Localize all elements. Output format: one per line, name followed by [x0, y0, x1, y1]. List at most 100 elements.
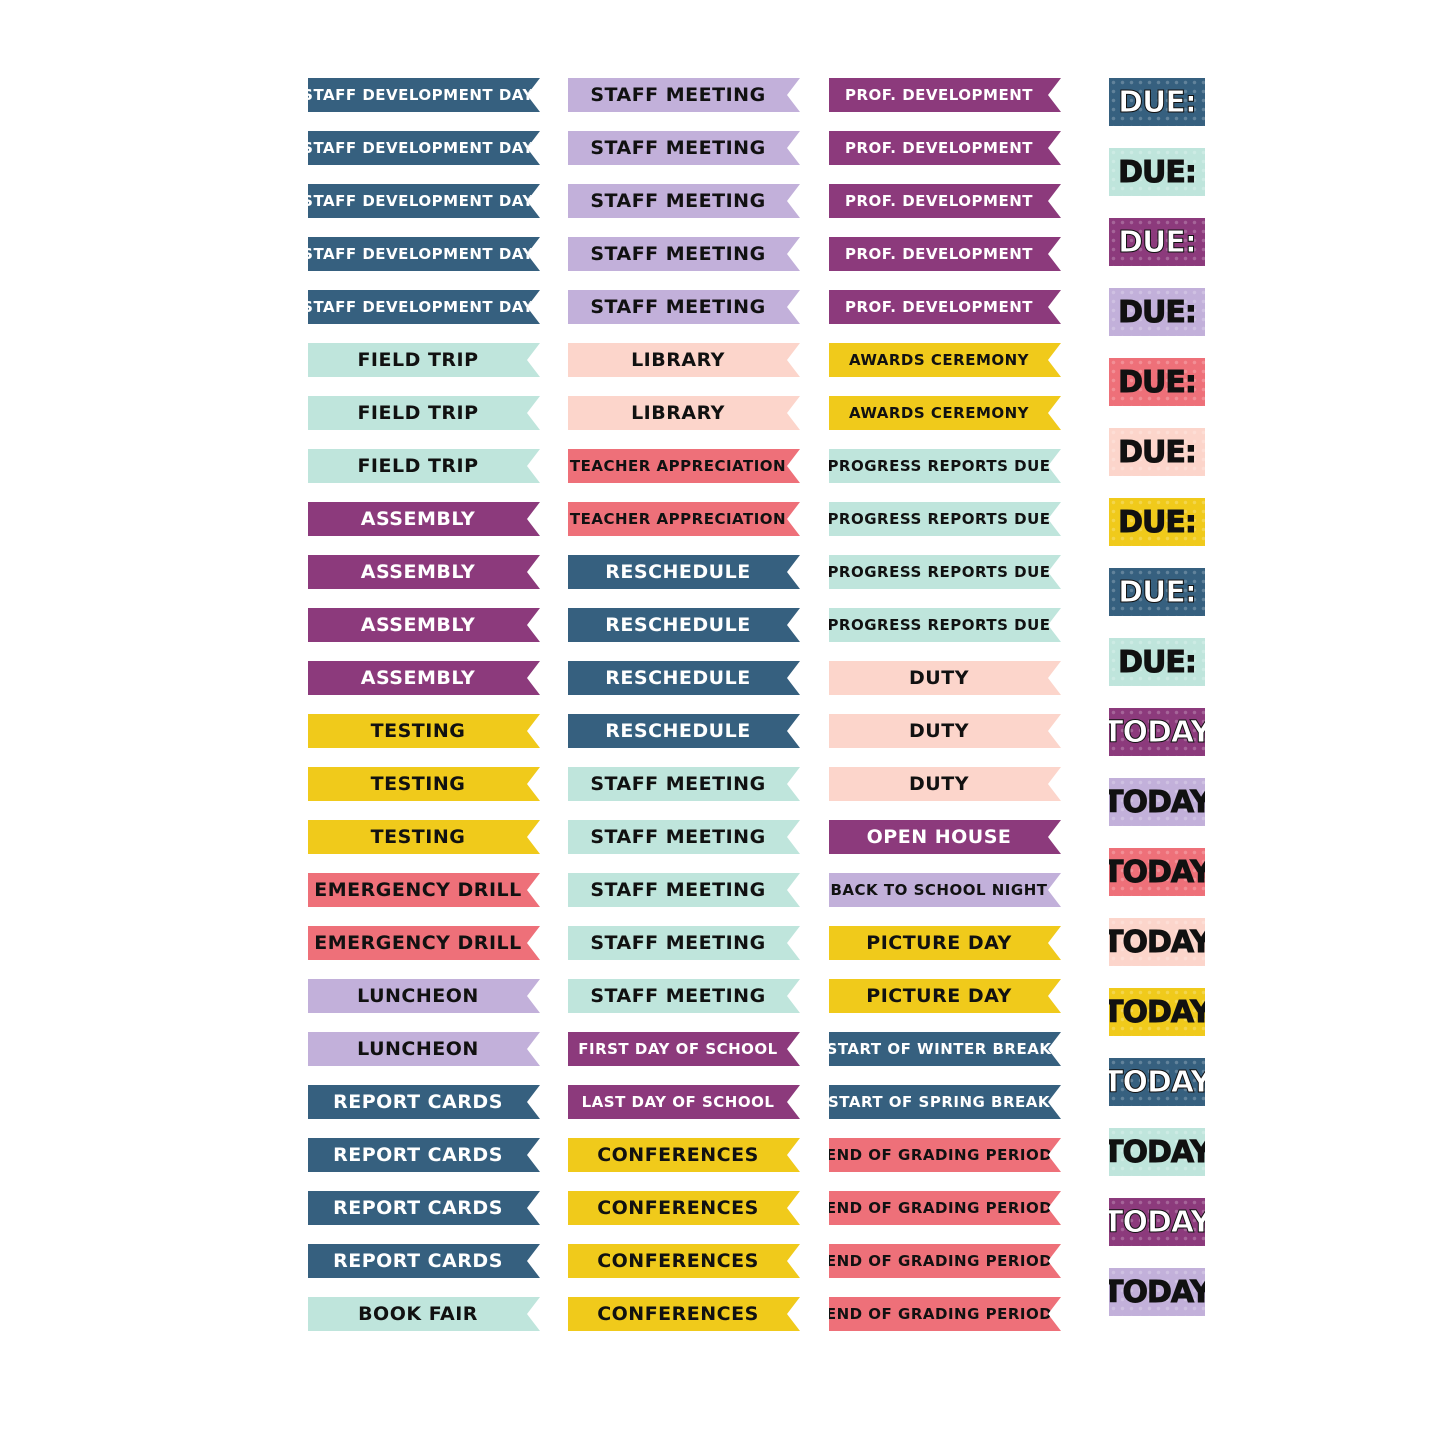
banner-label: STAFF MEETING	[590, 879, 766, 901]
banner-label: REPORT CARDS	[333, 1091, 503, 1113]
banner-label: LUNCHEON	[357, 985, 479, 1007]
banner-label: FIELD TRIP	[357, 455, 479, 477]
banner-sticker-prof-development: PROF. DEVELOPMENT	[829, 78, 1061, 112]
banner-label: RESCHEDULE	[605, 667, 751, 689]
tag-sticker-due: DUE:	[1109, 148, 1205, 196]
banner-sticker-field-trip: FIELD TRIP	[308, 449, 540, 483]
banner-sticker-assembly: ASSEMBLY	[308, 555, 540, 589]
banner-label: FIELD TRIP	[357, 402, 479, 424]
tag-sticker-today: TODAY	[1109, 848, 1205, 896]
banner-label: STAFF DEVELOPMENT DAY	[308, 245, 534, 263]
banner-label: PROGRESS REPORTS DUE	[829, 563, 1051, 581]
banner-label: PICTURE DAY	[866, 932, 1012, 954]
banner-sticker-testing: TESTING	[308, 714, 540, 748]
banner-sticker-book-fair: BOOK FAIR	[308, 1297, 540, 1331]
banner-label: CONFERENCES	[597, 1303, 759, 1325]
banner-sticker-emergency-drill: EMERGENCY DRILL	[308, 873, 540, 907]
banner-label: STAFF MEETING	[590, 932, 766, 954]
banner-label: DUTY	[909, 773, 969, 795]
banner-sticker-picture-day: PICTURE DAY	[829, 926, 1061, 960]
tag-label: TODAY	[1109, 1064, 1205, 1100]
tag-label: DUE:	[1118, 574, 1198, 610]
banner-sticker-staff-meeting: STAFF MEETING	[568, 184, 800, 218]
banner-sticker-staff-meeting: STAFF MEETING	[568, 78, 800, 112]
banner-sticker-library: LIBRARY	[568, 396, 800, 430]
banner-sticker-reschedule: RESCHEDULE	[568, 555, 800, 589]
banner-sticker-conferences: CONFERENCES	[568, 1297, 800, 1331]
tag-sticker-due: DUE:	[1109, 78, 1205, 126]
banner-label: END OF GRADING PERIOD	[829, 1305, 1053, 1323]
banner-sticker-testing: TESTING	[308, 767, 540, 801]
banner-sticker-teacher-appreciation: TEACHER APPRECIATION	[568, 449, 800, 483]
banner-label: TESTING	[370, 773, 466, 795]
banner-sticker-staff-development-day: STAFF DEVELOPMENT DAY	[308, 290, 540, 324]
banner-label: TESTING	[370, 720, 466, 742]
banner-label: STAFF MEETING	[590, 243, 766, 265]
banner-sticker-conferences: CONFERENCES	[568, 1191, 800, 1225]
tag-sticker-due: DUE:	[1109, 498, 1205, 546]
banner-label: PROF. DEVELOPMENT	[844, 139, 1034, 157]
banner-label: STAFF MEETING	[590, 773, 766, 795]
banner-label: TEACHER APPRECIATION	[569, 510, 787, 528]
banner-label: BOOK FAIR	[358, 1303, 478, 1325]
banner-label: PROGRESS REPORTS DUE	[829, 457, 1051, 475]
banner-label: EMERGENCY DRILL	[314, 879, 522, 901]
banner-sticker-progress-reports-due: PROGRESS REPORTS DUE	[829, 555, 1061, 589]
tag-sticker-today: TODAY	[1109, 1268, 1205, 1316]
tag-label: TODAY	[1109, 924, 1205, 960]
banner-sticker-end-of-grading-period: END OF GRADING PERIOD	[829, 1138, 1061, 1172]
banner-sticker-report-cards: REPORT CARDS	[308, 1244, 540, 1278]
tag-column-4: DUE: DUE: DUE: DUE: DUE: DUE: DUE: DUE: DUE: TODA…	[1109, 78, 1205, 1338]
banner-label: AWARDS CEREMONY	[848, 351, 1030, 369]
banner-sticker-last-day-of-school: LAST DAY OF SCHOOL	[568, 1085, 800, 1119]
banner-sticker-staff-meeting: STAFF MEETING	[568, 926, 800, 960]
banner-label: REPORT CARDS	[333, 1197, 503, 1219]
banner-label: DUTY	[909, 720, 969, 742]
banner-sticker-first-day-of-school: FIRST DAY OF SCHOOL	[568, 1032, 800, 1066]
banner-sticker-end-of-grading-period: END OF GRADING PERIOD	[829, 1191, 1061, 1225]
banner-label: TESTING	[370, 826, 466, 848]
banner-label: OPEN HOUSE	[866, 826, 1012, 848]
tag-label: DUE:	[1118, 644, 1198, 680]
tag-label: DUE:	[1118, 154, 1198, 190]
banner-label: PROGRESS REPORTS DUE	[829, 616, 1051, 634]
banner-label: LIBRARY	[631, 402, 725, 424]
banner-label: PROF. DEVELOPMENT	[844, 86, 1034, 104]
tag-sticker-due: DUE:	[1109, 358, 1205, 406]
banner-label: DUTY	[909, 667, 969, 689]
tag-label: TODAY	[1109, 994, 1205, 1030]
banner-label: END OF GRADING PERIOD	[829, 1199, 1053, 1217]
tag-sticker-today: TODAY	[1109, 778, 1205, 826]
banner-label: STAFF DEVELOPMENT DAY	[308, 298, 534, 316]
banner-label: FIRST DAY OF SCHOOL	[578, 1040, 778, 1058]
banner-sticker-prof-development: PROF. DEVELOPMENT	[829, 237, 1061, 271]
banner-sticker-report-cards: REPORT CARDS	[308, 1085, 540, 1119]
banner-sticker-start-of-winter-break: START OF WINTER BREAK	[829, 1032, 1061, 1066]
banner-sticker-report-cards: REPORT CARDS	[308, 1138, 540, 1172]
banner-label: RESCHEDULE	[605, 614, 751, 636]
tag-sticker-due: DUE:	[1109, 568, 1205, 616]
tag-label: TODAY	[1109, 714, 1205, 750]
tag-sticker-today: TODAY	[1109, 708, 1205, 756]
tag-sticker-due: DUE:	[1109, 638, 1205, 686]
tag-label: DUE:	[1118, 504, 1198, 540]
tag-label: DUE:	[1118, 434, 1198, 470]
banner-sticker-start-of-spring-break: START OF SPRING BREAK	[829, 1085, 1061, 1119]
banner-sticker-open-house: OPEN HOUSE	[829, 820, 1061, 854]
tag-sticker-today: TODAY	[1109, 1058, 1205, 1106]
banner-label: STAFF DEVELOPMENT DAY	[308, 86, 534, 104]
banner-sticker-progress-reports-due: PROGRESS REPORTS DUE	[829, 449, 1061, 483]
banner-label: CONFERENCES	[597, 1144, 759, 1166]
banner-label: END OF GRADING PERIOD	[829, 1146, 1053, 1164]
banner-sticker-reschedule: RESCHEDULE	[568, 608, 800, 642]
banner-sticker-prof-development: PROF. DEVELOPMENT	[829, 290, 1061, 324]
banner-label: STAFF MEETING	[590, 84, 766, 106]
banner-label: STAFF MEETING	[590, 137, 766, 159]
banner-label: STAFF MEETING	[590, 190, 766, 212]
banner-label: ASSEMBLY	[360, 614, 476, 636]
tag-label: DUE:	[1118, 84, 1198, 120]
banner-sticker-progress-reports-due: PROGRESS REPORTS DUE	[829, 608, 1061, 642]
banner-sticker-staff-meeting: STAFF MEETING	[568, 979, 800, 1013]
banner-sticker-staff-development-day: STAFF DEVELOPMENT DAY	[308, 184, 540, 218]
banner-label: PICTURE DAY	[866, 985, 1012, 1007]
